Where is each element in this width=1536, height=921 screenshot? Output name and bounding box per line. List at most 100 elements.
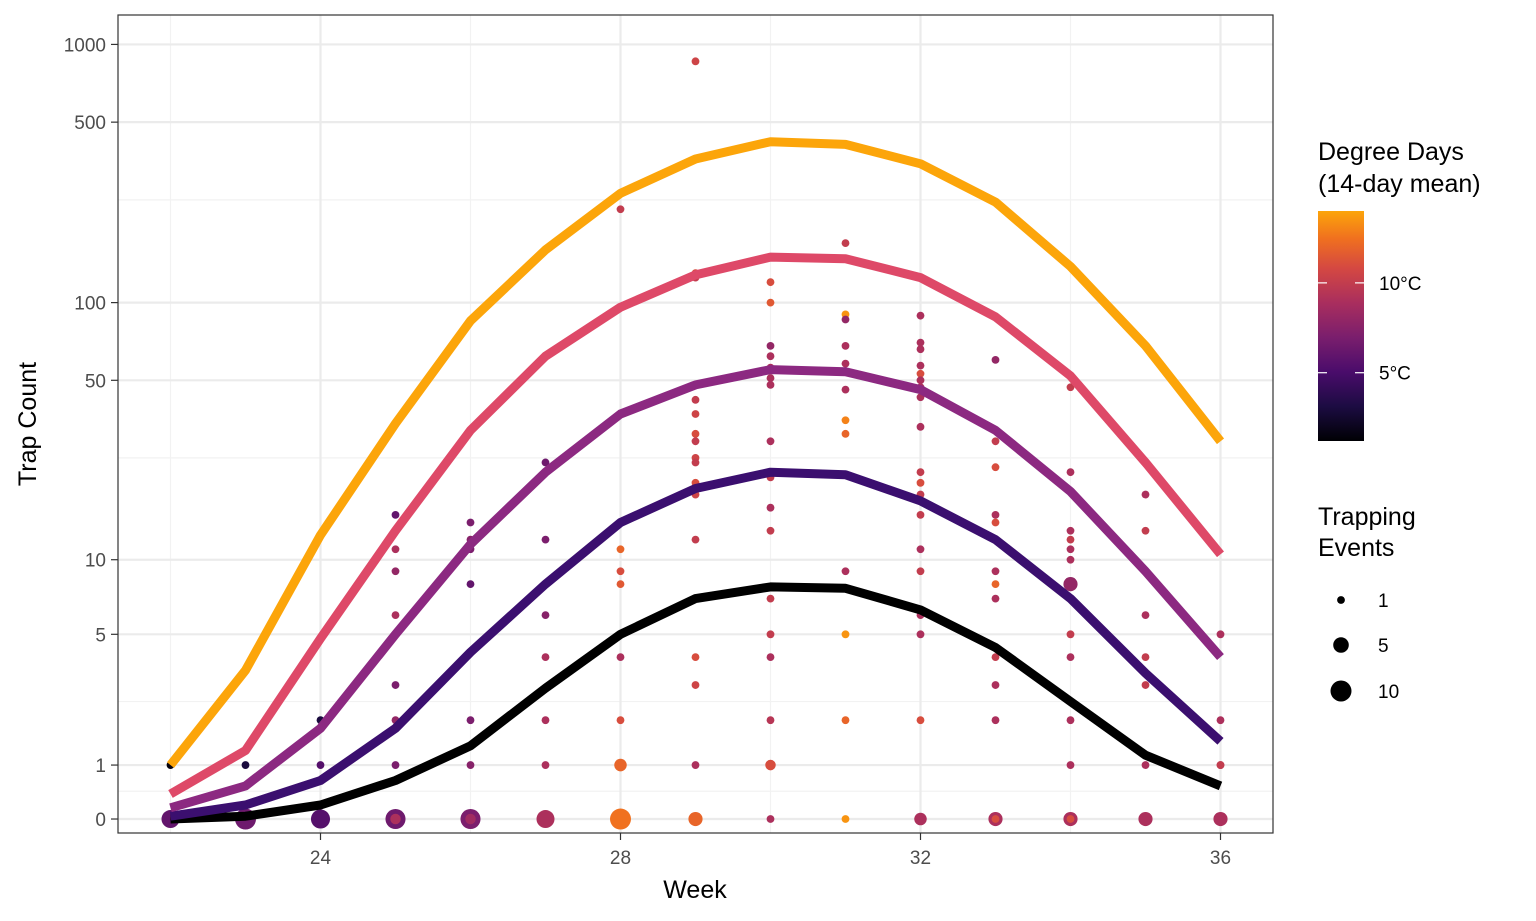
data-point [1141,526,1150,535]
data-point [841,716,850,725]
data-point [841,416,850,425]
data-point [991,716,1000,725]
data-point [691,410,700,418]
color-legend-ticks: 10°C 5°C [1318,274,1421,385]
fit-line [169,365,1224,813]
data-point [841,630,850,639]
data-point [841,239,850,248]
color-legend: Degree Days (14-day mean) 10°C 5°C [1318,138,1481,441]
data-point [916,716,925,725]
data-point [691,458,700,467]
data-point [1066,761,1075,769]
data-point [1066,653,1075,662]
data-point [466,518,475,527]
data-point [466,716,475,725]
data-point [1066,545,1075,554]
data-point [916,311,925,320]
data-point [541,653,550,662]
data-point [616,580,625,589]
data-point [688,811,703,827]
data-point [991,653,1000,662]
data-point [991,355,1000,364]
data-point [841,567,850,576]
data-point [991,437,1000,446]
y-tick-label: 1000 [64,35,106,56]
data-point [766,352,775,361]
data-point [466,761,475,769]
size-legend-key [1337,596,1345,604]
data-point [1066,555,1075,564]
data-point [766,630,775,639]
fit-line [169,467,1224,821]
data-point [991,815,1000,823]
data-point [1066,383,1075,392]
data-point [310,809,331,829]
data-point [916,567,925,576]
size-legend-label: 10 [1378,682,1399,703]
data-point [616,567,625,576]
data-point [766,526,775,535]
fit-line [168,252,1224,798]
data-point [691,57,700,66]
data-point [541,458,550,467]
data-point [841,341,850,350]
data-point [766,653,775,662]
data-point [1066,630,1075,639]
data-point [1066,468,1075,477]
data-point [1066,535,1075,544]
data-point [1066,716,1075,725]
data-point [691,653,700,662]
data-point [841,359,850,368]
size-legend-label: 5 [1378,636,1389,657]
y-tick-label: 500 [74,113,106,134]
data-point [991,580,1000,589]
y-tick-label: 10 [85,551,106,572]
data-point [391,510,400,519]
data-point [1066,526,1075,535]
data-point [541,761,550,769]
data-point [1063,577,1078,592]
data-point [1141,681,1150,689]
data-point [465,813,476,825]
data-point [691,681,700,689]
data-point [991,594,1000,603]
y-tick-label: 5 [95,625,106,646]
plot-panel-background [118,15,1273,833]
data-point [541,535,550,544]
data-point [541,611,550,620]
data-point [841,815,850,823]
size-legend-label: 1 [1378,591,1389,612]
data-point [916,338,925,347]
plot-panel-border [117,14,1274,834]
data-point [1066,815,1075,823]
x-axis-title: Week [663,876,727,904]
size-legend-title-line2: Events [1318,534,1394,562]
color-legend-title-line2: (14-day mean) [1318,170,1481,198]
fit-lines [166,137,1225,824]
data-point [916,478,925,487]
data-point [766,594,775,603]
data-point [1141,611,1150,620]
x-axis: 24 28 32 36 [310,833,1231,869]
data-point [691,761,700,769]
data-point [916,369,925,378]
data-point [916,545,925,554]
data-point [766,341,775,350]
x-tick-label: 24 [310,848,332,869]
data-point [610,808,631,830]
colorbar-label: 10°C [1379,274,1421,295]
colorbar-label: 5°C [1379,364,1411,385]
x-tick-label: 32 [910,848,931,869]
x-tick-label: 36 [1210,848,1231,869]
data-point [616,716,625,725]
data-point [766,815,775,823]
data-point [1213,811,1228,827]
data-point [914,812,927,826]
data-point [391,545,400,554]
data-point [841,429,850,438]
data-point [616,545,625,554]
color-legend-bar [1318,211,1364,441]
y-tick-label: 0 [95,810,106,831]
